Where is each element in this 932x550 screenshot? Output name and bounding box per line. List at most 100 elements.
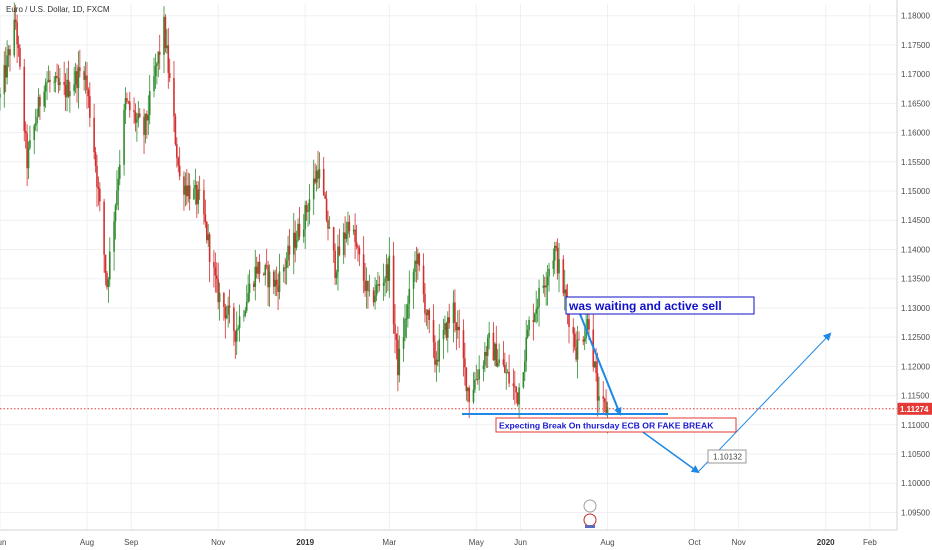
candle-body [595, 361, 597, 374]
current-price-label: 1.11274 [900, 405, 929, 414]
event-icon-bar [585, 525, 595, 528]
candle-body [422, 265, 425, 294]
candle-body [94, 151, 97, 166]
candle-body [417, 253, 419, 264]
candle-body [424, 293, 426, 314]
candle-body [288, 245, 291, 255]
candle-body [126, 98, 128, 102]
candle-body [425, 313, 428, 316]
candle-body [495, 343, 498, 367]
candle-body [57, 77, 60, 86]
y-tick-label: 1.10000 [901, 479, 930, 488]
candle-body [245, 302, 248, 311]
y-tick-label: 1.16000 [901, 129, 930, 138]
candle-body [138, 113, 141, 117]
candle-body [466, 387, 469, 392]
candle-body [528, 319, 530, 330]
candle-body [282, 267, 285, 272]
candle-body [109, 251, 111, 280]
candle-body [87, 89, 90, 97]
candle-body [583, 338, 586, 342]
candle-body [37, 96, 40, 117]
candle-body [365, 280, 368, 292]
candle-body [248, 283, 251, 294]
current-price-tag [897, 402, 932, 415]
candle-body [342, 232, 345, 255]
candle-body [218, 292, 221, 303]
candle-body [367, 280, 369, 291]
candle-body [34, 123, 37, 126]
candle-body [177, 157, 180, 166]
y-tick-label: 1.14000 [901, 245, 930, 254]
candle-body [255, 266, 258, 274]
candle-body [388, 255, 391, 281]
x-tick-label: Jun [514, 538, 527, 547]
candle-body [277, 285, 279, 292]
x-tick-label: May [469, 538, 484, 547]
candle-body [448, 317, 451, 324]
candle-body [325, 198, 328, 221]
candle-body [474, 379, 476, 390]
candle-body [434, 342, 436, 365]
candle-body [576, 339, 579, 360]
candle-body [228, 305, 231, 308]
candle-body [197, 189, 200, 205]
candle-body [136, 119, 138, 123]
candle-body [555, 245, 557, 248]
candle-body [492, 332, 495, 361]
candle-body [74, 71, 77, 85]
candle-body [33, 125, 36, 141]
candle-body [29, 140, 31, 148]
candle-body [354, 229, 356, 243]
candle-body [452, 302, 455, 324]
symbol-title: Euro / U.S. Dollar, 1D, FXCM [6, 5, 110, 14]
y-tick-label: 1.13000 [901, 304, 930, 313]
candle-body [99, 188, 101, 202]
candle-body [606, 407, 609, 415]
target-label: 1.10132 [713, 453, 742, 462]
candle-body [358, 248, 361, 255]
candle-body [596, 373, 599, 401]
candle-body [275, 279, 278, 286]
candle-body [247, 293, 249, 303]
candle-body [428, 310, 431, 320]
candle-body [563, 289, 566, 294]
candle-body [224, 306, 227, 319]
candle-body [552, 260, 555, 269]
candle-body [327, 220, 329, 229]
candle-body [66, 79, 68, 98]
candle-body [444, 323, 446, 330]
candle-body [156, 63, 158, 66]
y-tick-label: 1.14500 [901, 216, 930, 225]
candle-body [344, 232, 346, 239]
candle-body [295, 240, 298, 248]
candle-body [264, 265, 267, 275]
candle-body [64, 84, 67, 98]
candle-body [578, 339, 580, 341]
y-tick-label: 1.18000 [901, 12, 930, 21]
y-tick-label: 1.15000 [901, 187, 930, 196]
candle-body [334, 250, 336, 279]
candle-body [332, 227, 335, 251]
y-tick-label: 1.13500 [901, 275, 930, 284]
candle-body [16, 22, 18, 45]
candle-body [253, 283, 255, 287]
x-tick-label: Oct [688, 538, 701, 547]
grid [0, 4, 897, 530]
candle-body [322, 168, 325, 196]
candle-body [582, 339, 585, 342]
candle-body [464, 358, 466, 368]
candle-body [44, 82, 47, 92]
candle-body [205, 221, 208, 241]
candle-body [96, 165, 98, 188]
break-note: Expecting Break On thursday ECB OR FAKE … [499, 421, 714, 431]
candle-body [173, 78, 175, 117]
candle-body [167, 45, 170, 73]
candle-body [318, 168, 321, 179]
break-arrow [639, 429, 700, 474]
candle-body [233, 307, 235, 331]
sell-note-box [565, 296, 755, 315]
